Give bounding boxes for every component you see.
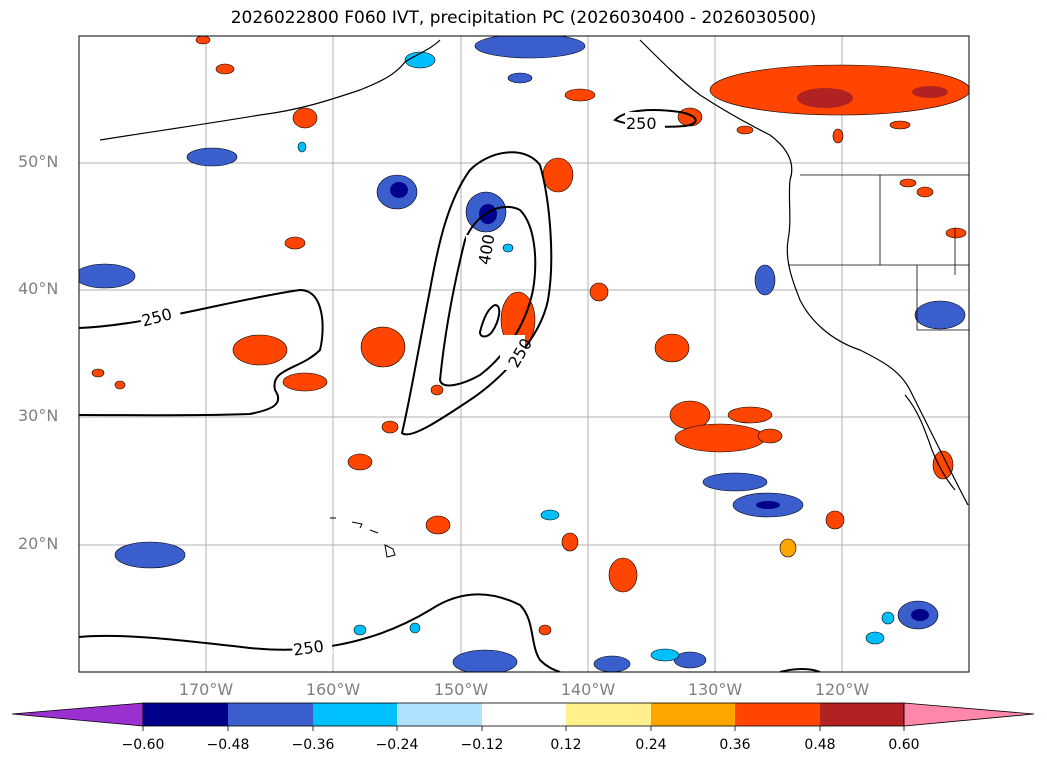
contour-label-250-south: 250 — [292, 636, 325, 659]
lat-label-50n: 50°N — [18, 152, 59, 171]
ivt-contour-250-west — [79, 288, 324, 417]
colorbar-tick-label: −0.12 — [460, 737, 504, 753]
colorbar-tick-label: −0.24 — [375, 737, 419, 753]
coastlines — [99, 39, 969, 506]
ivt-contour-400 — [438, 205, 537, 387]
lat-label-20n: 20°N — [18, 534, 59, 553]
lon-label-150w: 150°W — [433, 680, 489, 699]
colorbar-tick-label: −0.60 — [121, 737, 165, 753]
colorbar-tick-label: 0.36 — [719, 737, 751, 753]
lat-label-40n: 40°N — [18, 279, 59, 298]
ivt-contour-250-center — [400, 151, 553, 436]
hawaii-islands — [330, 517, 396, 558]
map-title: 2026022800 F060 IVT, precipitation PC (2… — [230, 8, 817, 28]
colorbar-tick-label: −0.36 — [291, 737, 335, 753]
colorbar-tick-label: 0.60 — [888, 737, 920, 753]
precip-positive-areas — [91, 36, 969, 636]
contour-label-250-north: 250 — [626, 114, 657, 133]
lon-label-140w: 140°W — [560, 680, 616, 699]
colorbar-tick-label: −0.48 — [206, 737, 250, 753]
gridlines — [79, 36, 969, 672]
lon-label-130w: 130°W — [687, 680, 743, 699]
ivt-contour-250-south — [79, 593, 561, 672]
colorbar — [11, 702, 1035, 731]
colorbar-tick-label: 0.24 — [635, 737, 667, 753]
map-frame — [78, 35, 970, 673]
colorbar-tick-label: 0.12 — [550, 737, 582, 753]
colorbar-extend-low — [11, 702, 144, 727]
ivt-contour-250-southeast — [779, 668, 821, 672]
lat-label-30n: 30°N — [18, 406, 59, 425]
precip-negative-areas — [79, 36, 966, 672]
lon-label-120w: 120°W — [814, 680, 870, 699]
contour-labels: 250 250 400 250 250 — [138, 112, 665, 660]
colorbar-extend-high — [903, 702, 1035, 727]
lon-label-160w: 160°W — [305, 680, 361, 699]
colorbar-tick-label: 0.48 — [804, 737, 836, 753]
lon-label-170w: 170°W — [178, 680, 234, 699]
political-borders — [788, 174, 969, 331]
ivt-contour-400-inner — [478, 303, 501, 338]
